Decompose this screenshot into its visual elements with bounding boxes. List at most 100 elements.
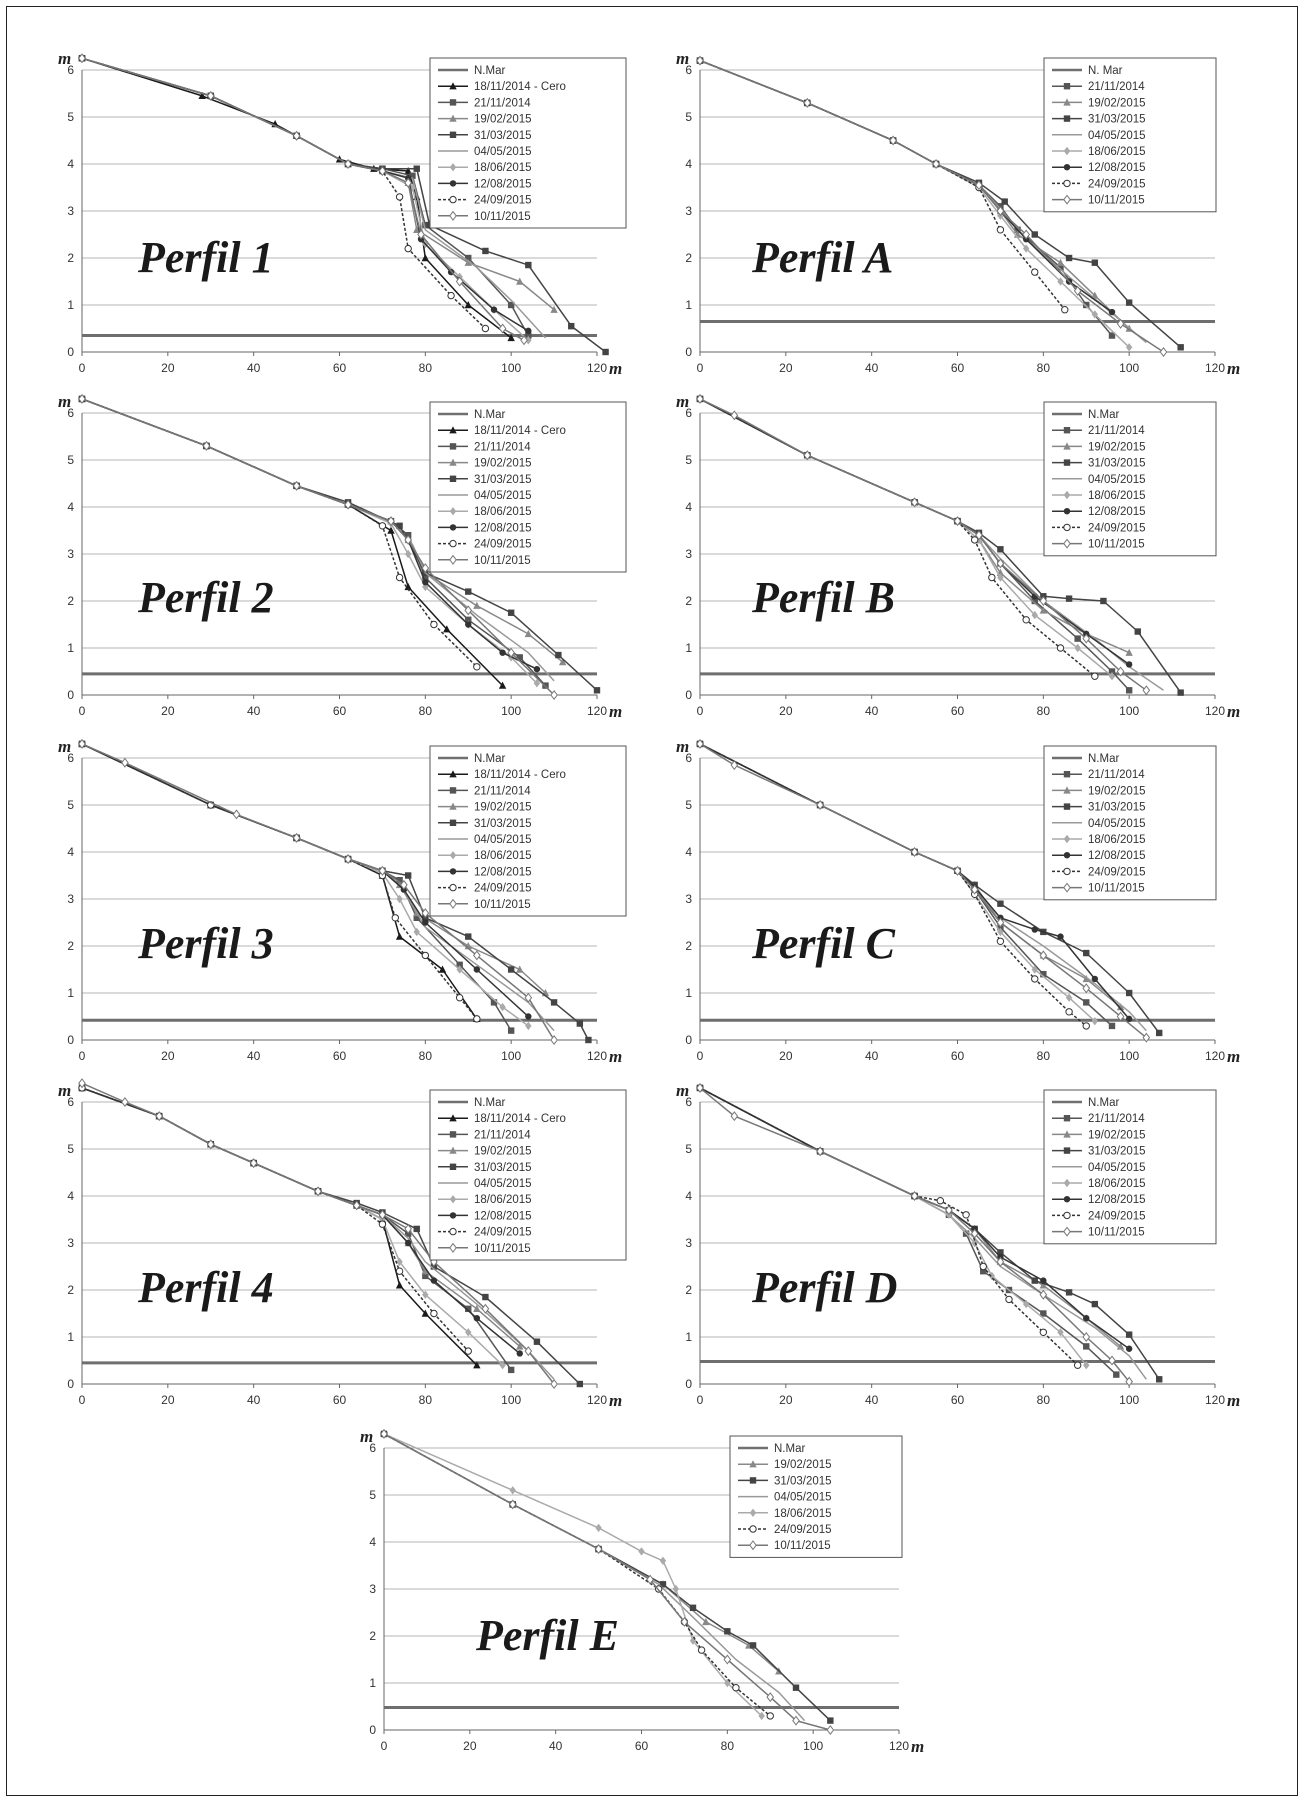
series-point [1108, 332, 1116, 339]
series-point [1039, 1281, 1048, 1289]
series-point [1082, 974, 1090, 983]
series-point [378, 1209, 387, 1220]
legend-marker [449, 210, 457, 221]
series-point [473, 950, 481, 961]
series-point [1039, 1289, 1048, 1300]
legend-marker [449, 1146, 457, 1154]
panel-title: Perfil D [751, 1263, 897, 1312]
series-point [404, 177, 412, 188]
series-point [1074, 643, 1081, 653]
series-point [421, 951, 430, 960]
series-point [314, 1186, 322, 1197]
series-point [421, 1309, 430, 1317]
legend-marker [1063, 852, 1071, 859]
legend-entry: N.Mar [474, 409, 505, 421]
x-tick-label: 40 [549, 1739, 563, 1753]
legend-entry: 24/09/2015 [474, 195, 532, 207]
legend-entry: 31/03/2015 [774, 1475, 832, 1487]
panel-title: Perfil 1 [137, 233, 274, 282]
legend-entry: 10/11/2015 [1088, 883, 1145, 895]
series-point [932, 158, 940, 170]
x-axis-label: m [609, 359, 622, 378]
series-point [594, 1544, 603, 1555]
series-point [1125, 1376, 1133, 1387]
legend: N.Mar 21/11/2014 19/02/2015 31/03/2015 04/05… [1043, 1089, 1217, 1245]
series-point [766, 1712, 774, 1720]
legend-marker [449, 426, 457, 434]
legend-entry: 04/05/2015 [474, 1178, 532, 1190]
series-point [1040, 971, 1047, 978]
legend-entry: 10/11/2015 [1088, 195, 1145, 207]
x-tick-label: 20 [779, 704, 793, 718]
legend-entry: 18/06/2015 [474, 506, 532, 518]
series-point [1091, 672, 1099, 680]
y-tick-label: 4 [67, 845, 74, 859]
series-point [953, 516, 962, 527]
x-tick-label: 40 [865, 1049, 879, 1063]
series-point [473, 601, 481, 609]
x-tick-label: 120 [587, 1393, 607, 1407]
legend-entry: 18/06/2015 [1088, 834, 1146, 846]
series-point [1091, 975, 1099, 983]
series-point [889, 135, 897, 146]
series-point [1057, 264, 1064, 271]
series-line-5 [699, 1087, 1087, 1366]
y-tick-label: 0 [67, 1377, 74, 1391]
series-point [1108, 308, 1116, 316]
series-point [498, 323, 507, 334]
legend-marker [1063, 427, 1071, 434]
series-point [803, 97, 812, 108]
legend-marker [1063, 771, 1071, 778]
legend-entry: N.Mar [774, 1443, 805, 1455]
series-point [1056, 258, 1065, 266]
series-point [456, 965, 463, 974]
x-tick-label: 80 [1037, 1049, 1051, 1063]
x-tick-label: 60 [635, 1739, 649, 1753]
legend-marker [749, 1477, 757, 1484]
series-point [953, 865, 962, 876]
legend-entry: 19/02/2015 [1088, 785, 1146, 797]
y-tick-label: 0 [67, 1033, 74, 1047]
series-point [1073, 285, 1082, 296]
x-tick-label: 100 [501, 1049, 521, 1063]
series-point [413, 914, 420, 921]
series-point [980, 1268, 987, 1275]
series-point [473, 663, 481, 671]
series-point [1082, 983, 1091, 994]
x-axis-label: m [1227, 1391, 1240, 1410]
series-point [1116, 1011, 1125, 1022]
x-axis-label: m [1227, 1047, 1240, 1066]
y-axis-label: m [676, 49, 689, 68]
x-tick-label: 100 [501, 361, 521, 375]
series-point [465, 616, 472, 623]
series-point [1065, 1289, 1073, 1296]
series-point [1022, 244, 1030, 253]
series-point [387, 516, 395, 527]
legend: N.Mar 19/02/2015 31/03/2015 04/05/2015 18/06… [729, 1435, 903, 1558]
y-tick-label: 2 [685, 251, 692, 265]
series-point [730, 410, 739, 421]
series-point [730, 1111, 739, 1122]
y-tick-label: 4 [369, 1535, 376, 1549]
series-point [1125, 989, 1133, 997]
series-point [550, 999, 558, 1006]
series-point [525, 327, 532, 335]
legend-marker [449, 819, 457, 826]
y-tick-label: 4 [685, 1189, 692, 1203]
legend-entry: 21/11/2014 [1088, 1113, 1145, 1125]
series-point [792, 1684, 800, 1691]
legend-marker [1063, 1226, 1071, 1237]
y-tick-label: 3 [685, 1236, 692, 1250]
legend-entry: 24/09/2015 [1088, 1210, 1146, 1222]
series-point [232, 809, 241, 820]
series-point [509, 1486, 516, 1495]
series-point [421, 254, 430, 262]
y-tick-label: 1 [67, 1330, 74, 1344]
legend-entry: N. Mar [1088, 65, 1123, 77]
series-point [524, 1346, 533, 1357]
series-point [344, 854, 352, 865]
series-point [910, 497, 919, 508]
series-point [516, 1342, 524, 1350]
